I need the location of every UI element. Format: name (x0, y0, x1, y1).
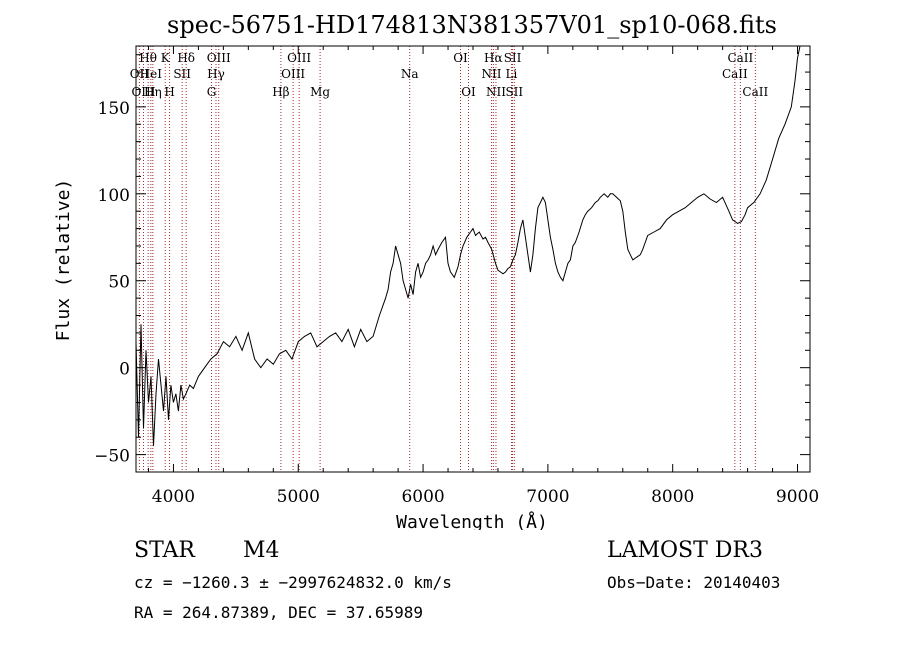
y-tick-label: 50 (108, 273, 130, 293)
spectral-line-label: Na (401, 67, 419, 81)
spectral-line-label: Hβ (272, 85, 289, 99)
x-tick-label: 9000 (776, 487, 819, 507)
y-tick-label: −50 (94, 447, 130, 467)
object-class: STAR (134, 538, 195, 563)
x-axis-ticks: 4000 5000 6000 7000 8000 9000 (147, 46, 819, 507)
survey-name: LAMOST DR3 (607, 538, 763, 563)
y-axis-label: Flux (relative) (53, 179, 74, 342)
spectral-line-label: CaII (722, 67, 748, 81)
spectral-line-label: OI (453, 51, 468, 65)
spectral-line-label: OIII (131, 85, 155, 99)
spectral-line-label: SII (505, 85, 523, 99)
spectral-line-label: G (207, 85, 217, 99)
spectral-line-label: SII (504, 51, 522, 65)
y-tick-label: 150 (98, 99, 130, 119)
spectral-line-label: Hθ (139, 51, 157, 65)
object-subclass: M4 (243, 538, 280, 563)
x-tick-label: 5000 (277, 487, 320, 507)
chart-title: spec-56751-HD174813N381357V01_sp10-068.f… (167, 11, 777, 39)
spectral-line-label: NII (481, 67, 501, 81)
spectral-line-label: HeI (140, 67, 163, 81)
spectral-line-label: H (164, 85, 174, 99)
y-axis-ticks: −50 0 50 100 150 (94, 54, 810, 473)
observation-date: Obs−Date: 20140403 (607, 573, 781, 592)
spectral-line-label: OIII (281, 67, 305, 81)
spectral-line-label: K (161, 51, 171, 65)
spectral-line-label: OII (130, 67, 150, 81)
y-tick-label: 100 (98, 186, 130, 206)
spectral-line-label: OIII (287, 51, 311, 65)
spectral-line-label: OIII (207, 51, 231, 65)
x-tick-label: 4000 (152, 487, 195, 507)
plot-frame (135, 45, 811, 473)
spectral-line-label: CaII (742, 85, 768, 99)
spectral-line-label: Hγ (207, 67, 225, 81)
spectral-line-label: Hδ (177, 51, 195, 65)
spectral-line-label: Hα (484, 51, 503, 65)
spectral-line-label: Mg (310, 85, 330, 99)
x-tick-label: 7000 (526, 487, 569, 507)
spectral-line-label: NII (486, 85, 506, 99)
redshift-readout: cz = −1260.3 ± −2997624832.0 km/s (134, 573, 452, 592)
spectral-line-label: SII (173, 67, 191, 81)
spectrum-chart: spec-56751-HD174813N381357V01_sp10-068.f… (53, 11, 819, 530)
x-tick-label: 8000 (651, 487, 694, 507)
spectral-line-label: Li (506, 67, 518, 81)
spectral-line-label: OI (461, 85, 476, 99)
x-axis-label: Wavelength (Å) (396, 511, 548, 530)
ra-dec-readout: RA = 264.87389, DEC = 37.65989 (134, 603, 423, 622)
y-tick-label: 0 (119, 360, 130, 380)
spectrum-series-line (135, 45, 802, 446)
x-tick-label: 6000 (401, 487, 444, 507)
spectral-line-label: Hη (144, 85, 162, 99)
spectral-line-label: CaII (727, 51, 753, 65)
